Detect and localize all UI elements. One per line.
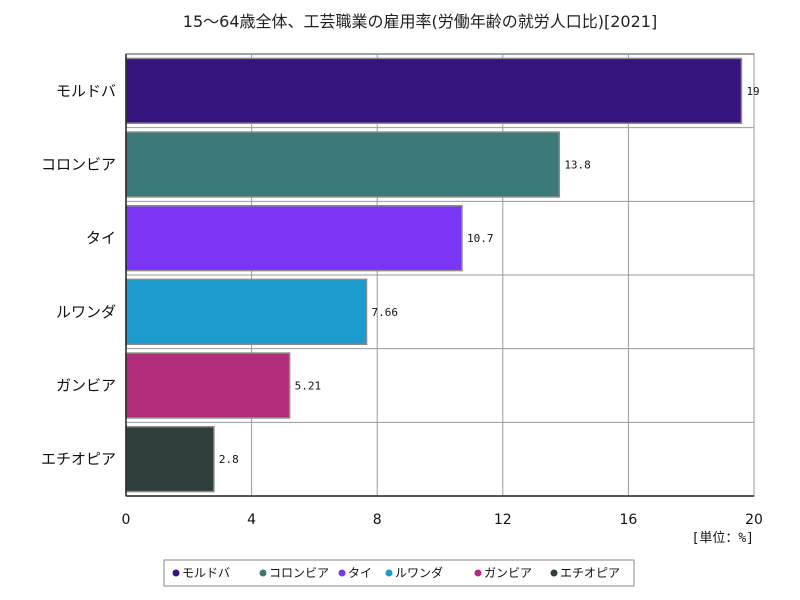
data-label-4: 7.66 [372,306,399,319]
x-tick-label-20: 20 [745,512,763,528]
category-label-3: タイ [86,229,116,247]
bar-2 [125,131,561,198]
bar-3 [125,205,463,272]
legend-entry-3: タイ [348,566,372,580]
chart-title: 15～64歳全体、工芸職業の雇用率(労働年齢の就労人口比)[2021] [183,12,657,31]
legend-marker-1 [172,569,180,577]
bar-6 [125,426,215,493]
legend-marker-3 [338,569,346,577]
legend-entry-4: ルワンダ [395,565,443,580]
unit-label: [単位：%] [692,530,754,546]
x-tick-label-0: 0 [122,512,131,528]
data-label-2: 13.8 [564,159,591,172]
legend: モルドバ コロンビア タイ ルワンダ ガンビア エチオピア [172,565,620,580]
legend-entry-1: モルドバ [182,566,230,580]
legend-marker-5 [474,569,482,577]
data-label-5: 5.21 [295,380,322,393]
bars [125,57,743,493]
bar-1 [125,57,743,124]
x-tick-label-12: 12 [494,512,512,528]
legend-marker-6 [550,569,558,577]
category-label-1: モルドバ [56,82,116,100]
legend-marker-2 [259,569,267,577]
bar-4 [125,278,368,345]
data-label-1: 19 [746,85,759,98]
x-tick-label-16: 16 [619,512,637,528]
bar-5 [125,352,291,419]
x-tick-label-8: 8 [373,512,382,528]
legend-entry-2: コロンビア [269,566,329,580]
category-label-6: エチオピア [41,450,116,468]
legend-entry-6: エチオピア [560,566,620,580]
data-labels: 19 13.8 10.7 7.66 5.21 2.8 [219,85,760,466]
legend-marker-4 [385,569,393,577]
data-label-3: 10.7 [467,232,494,245]
category-label-2: コロンビア [41,156,116,174]
legend-entry-5: ガンビア [484,566,532,580]
grid-lines [126,54,755,496]
x-tick-label-4: 4 [247,512,256,528]
data-label-6: 2.8 [219,453,239,466]
x-tick-labels: 0 4 8 12 16 20 [122,512,763,528]
category-label-4: ルワンダ [56,303,116,321]
category-label-5: ガンビア [56,377,116,395]
